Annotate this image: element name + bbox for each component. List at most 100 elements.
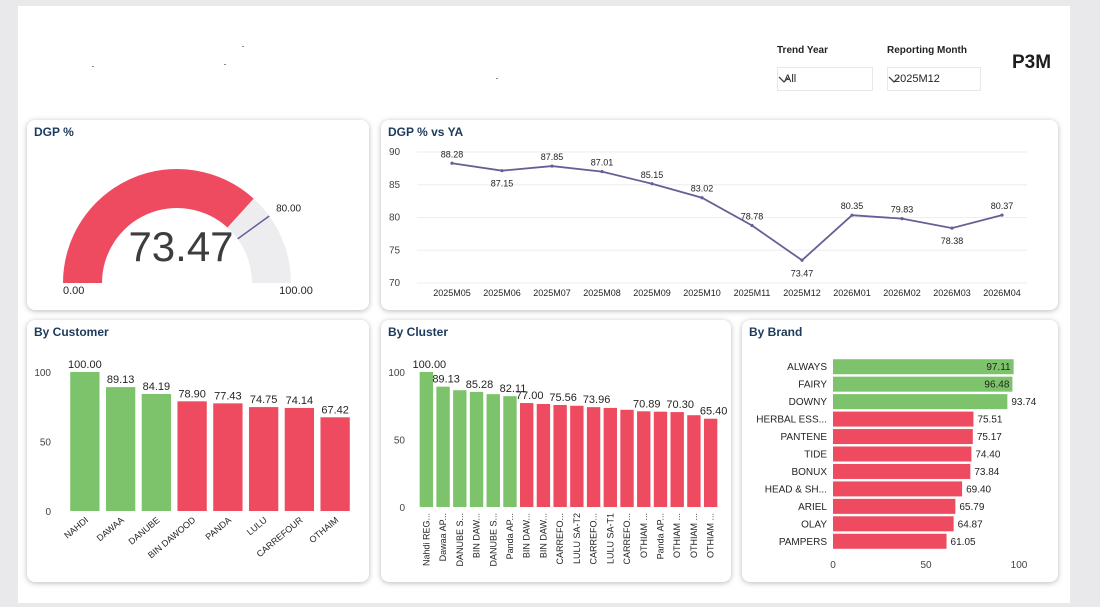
trend-x-tick: 2026M04	[983, 288, 1021, 298]
trend-x-tick: 2025M08	[583, 288, 621, 298]
gauge-value-arc	[63, 169, 254, 283]
trend-data-label: 73.47	[791, 268, 814, 278]
trend-data-label: 78.38	[941, 236, 964, 246]
trend-point	[950, 226, 954, 230]
cluster-data-label: 77.00	[516, 390, 544, 402]
cluster-data-label: 65.40	[700, 406, 728, 418]
cluster-x-tick: LULU SA-T2	[572, 513, 582, 564]
customer-bar	[320, 417, 350, 511]
brand-data-label: 61.05	[951, 537, 976, 548]
customer-chart: 0 50 100 100.00 NAHDI 89.13 DAWAA 84.19 DANUBE 78…	[34, 359, 350, 560]
stray-dot	[224, 64, 226, 65]
brand-bar	[833, 446, 972, 462]
trend-year-label: Trend Year	[777, 45, 828, 56]
brand-chart: ALWAYS 97.11 FAIRY 96.48 DOWNY 93.74 HERBAL ES…	[756, 359, 1037, 571]
brand-category-label: PAMPERS	[779, 537, 827, 548]
trend-data-label: 85.15	[641, 170, 664, 180]
customer-x-tick: NAHDI	[62, 515, 90, 541]
brand-data-label: 64.87	[958, 519, 983, 530]
customer-y-tick: 50	[40, 438, 52, 449]
trend-year-dropdown[interactable]: All	[777, 67, 873, 91]
trend-y-tick: 85	[389, 180, 401, 191]
trend-point	[650, 182, 654, 186]
cluster-bar	[603, 407, 617, 507]
trend-point	[750, 223, 754, 228]
brand-bar	[833, 533, 947, 549]
cluster-data-label: 82.11	[500, 383, 527, 395]
customer-data-label: 74.75	[250, 394, 278, 406]
cluster-x-tick: Dawaa AP...	[438, 513, 448, 561]
stray-dot	[496, 78, 498, 79]
chevron-down-icon	[888, 76, 900, 83]
trend-y-tick: 75	[389, 245, 401, 256]
customer-bar	[284, 407, 315, 511]
cluster-bar	[586, 407, 601, 507]
cluster-x-tick: Panda AP...	[505, 513, 515, 559]
cluster-x-tick: Panda AP...	[655, 513, 665, 559]
cluster-x-tick: BIN DAW...	[522, 513, 532, 558]
gauge-max-label: 100.00	[279, 285, 313, 297]
customer-bar	[105, 387, 136, 511]
cluster-x-tick: BIN DAW...	[472, 513, 482, 558]
cluster-data-label: 70.89	[633, 398, 661, 410]
chevron-down-icon	[778, 76, 790, 83]
brand-bar	[833, 463, 971, 479]
cluster-bar	[503, 396, 517, 507]
cluster-x-tick: CARREFO...	[622, 513, 632, 565]
cluster-x-tick: BIN DAW...	[538, 513, 548, 558]
customer-data-label: 100.00	[68, 359, 102, 371]
gauge-min-label: 0.00	[63, 285, 84, 297]
customer-x-tick: OTHAIM	[307, 515, 340, 545]
cluster-bar	[703, 418, 718, 507]
trend-x-tick: 2026M02	[883, 288, 921, 298]
trend-year-filter: Trend Year All	[777, 45, 873, 91]
cluster-x-tick: CARREFO...	[555, 513, 565, 565]
trend-y-tick: 80	[389, 213, 401, 224]
brand-bar	[833, 394, 1008, 410]
cluster-bar	[419, 372, 434, 507]
brand-category-label: DOWNY	[789, 397, 828, 408]
trend-x-tick: 2026M03	[933, 288, 971, 298]
brand-category-label: BONUX	[791, 467, 827, 478]
trend-x-tick: 2025M05	[433, 288, 471, 298]
brand-data-label: 93.74	[1011, 397, 1036, 408]
trend-series-line	[451, 162, 1003, 262]
brand-bar	[833, 411, 974, 427]
trend-chart: 70 75 80 85 90 2025M05 2025M06 2025M07 2025M08 20…	[389, 147, 1027, 298]
gauge-value-label: 73.47	[128, 223, 233, 270]
customer-data-label: 78.90	[178, 388, 206, 400]
brand-data-label: 75.51	[977, 415, 1002, 426]
period-badge: P3M	[1012, 52, 1052, 73]
customer-bar	[141, 393, 172, 511]
cluster-bar	[536, 403, 551, 507]
brand-category-label: OLAY	[801, 519, 827, 530]
brand-bar	[833, 359, 1014, 375]
cluster-bar	[436, 386, 450, 507]
brand-category-label: PANTENE	[781, 432, 828, 443]
brand-data-label: 97.11	[986, 362, 1011, 373]
customer-x-tick: DANUBE	[126, 515, 161, 547]
customer-data-label: 84.19	[143, 381, 171, 393]
cluster-x-tick: CARREFO...	[589, 513, 599, 565]
cluster-data-label: 100.00	[413, 359, 447, 371]
reporting-month-dropdown[interactable]: 2025M12	[887, 67, 981, 91]
cluster-x-tick: OTHIAM ...	[639, 513, 649, 558]
brand-bar	[833, 376, 1013, 392]
cluster-bar	[670, 412, 684, 507]
brand-data-label: 96.48	[984, 380, 1009, 391]
trend-title: DGP % vs YA	[388, 125, 464, 139]
cluster-x-tick: DANUBE S...	[488, 513, 498, 567]
customer-bar	[213, 403, 243, 511]
reporting-month-filter: Reporting Month 2025M12	[887, 45, 981, 91]
cluster-chart: 0 50 100 100.00 Nahdi REG... 89.13 Dawaa AP...…	[388, 359, 728, 567]
brand-card: By Brand ALWAYS 97.11 FAIRY 96.48 DOWNY 93.74…	[742, 320, 1058, 582]
trend-point	[850, 213, 854, 217]
brand-data-label: 73.84	[974, 467, 999, 478]
cluster-x-tick: DANUBE S...	[455, 513, 465, 567]
brand-title: By Brand	[749, 325, 803, 339]
customer-data-label: 74.14	[286, 395, 314, 407]
cluster-bar	[637, 411, 651, 507]
cluster-x-tick: Nahdi REG...	[421, 513, 431, 566]
cluster-data-label: 75.56	[549, 392, 577, 404]
cluster-data-label: 89.13	[432, 374, 460, 386]
